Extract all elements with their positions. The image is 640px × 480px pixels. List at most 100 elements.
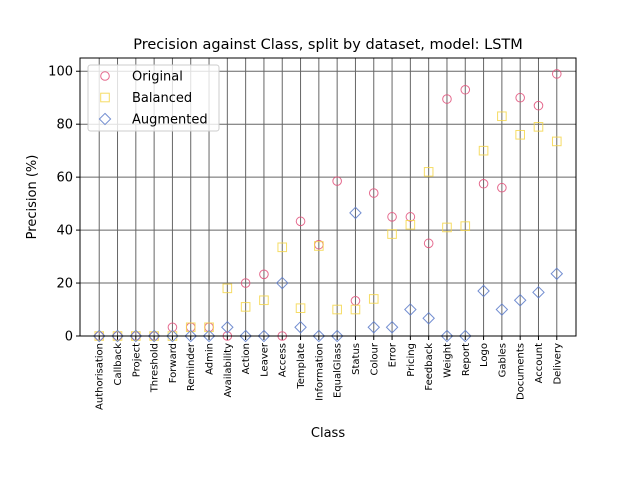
data-point-augmented	[184, 329, 198, 343]
y-tick-label: 0	[65, 330, 73, 345]
x-tick-label: Access	[278, 343, 289, 377]
legend-item-augmented: Augmented	[98, 112, 208, 128]
data-points	[92, 69, 564, 343]
data-point-balanced	[442, 222, 452, 233]
x-tick-label: Status	[351, 343, 362, 375]
data-point-augmented	[147, 329, 161, 343]
legend-label: Balanced	[132, 91, 192, 106]
data-point-original	[533, 100, 544, 111]
y-axis-label: Precision (%)	[25, 155, 40, 240]
data-point-original	[478, 178, 489, 189]
y-tick-label: 40	[56, 224, 73, 239]
x-axis-ticks: Authorisation Callback Project Threshold For…	[95, 336, 563, 410]
y-tick-label: 20	[56, 277, 73, 292]
data-point-augmented	[385, 320, 399, 334]
data-point-balanced	[497, 111, 507, 122]
data-point-augmented	[495, 303, 509, 316]
data-point-balanced	[423, 167, 434, 177]
data-point-augmented	[239, 329, 252, 343]
x-tick-label: Forward	[168, 343, 179, 383]
x-tick-label: Threshold	[150, 343, 161, 393]
y-tick-label: 100	[48, 65, 73, 80]
x-tick-label: Template	[296, 343, 307, 390]
data-point-original	[295, 216, 306, 227]
legend-item-balanced: Balanced	[100, 91, 192, 106]
data-point-original	[368, 188, 379, 198]
data-point-balanced	[332, 304, 342, 315]
x-tick-label: Delivery	[552, 343, 563, 385]
data-point-augmented	[129, 329, 143, 343]
legend: Original Balanced Augmented	[87, 64, 220, 132]
data-point-augmented	[202, 329, 216, 343]
data-point-balanced	[460, 221, 471, 231]
data-point-original	[259, 269, 269, 280]
data-point-augmented	[422, 311, 435, 325]
data-point-augmented	[330, 329, 344, 343]
data-point-balanced	[350, 304, 361, 315]
data-point-balanced	[222, 283, 233, 294]
data-point-augmented	[257, 329, 271, 343]
plot-frame	[79, 57, 577, 337]
x-tick-label: Action	[241, 343, 252, 374]
data-point-original	[423, 238, 434, 249]
series-balanced	[94, 111, 562, 341]
data-point-original	[497, 182, 507, 193]
x-tick-label: Gables	[497, 343, 508, 377]
data-point-balanced	[515, 129, 525, 140]
y-tick-label: 60	[56, 171, 73, 186]
data-point-balanced	[551, 136, 562, 147]
x-axis-label: Class	[311, 426, 345, 441]
data-point-original	[515, 92, 525, 103]
data-point-original	[405, 212, 416, 222]
data-point-balanced	[533, 122, 544, 132]
x-tick-label: Weight	[442, 343, 453, 378]
x-tick-label: Availability	[223, 343, 234, 398]
data-point-augmented	[513, 293, 527, 307]
x-tick-label: Reminder	[186, 342, 197, 391]
legend-label: Augmented	[132, 113, 208, 128]
legend-label: Original	[132, 70, 183, 85]
data-point-augmented	[294, 320, 307, 334]
data-point-augmented	[440, 329, 454, 343]
x-tick-label: Documents	[516, 343, 527, 400]
data-point-balanced	[277, 242, 288, 253]
x-tick-label: Project	[131, 343, 142, 377]
x-tick-label: Report	[461, 343, 472, 376]
data-point-original	[551, 69, 562, 79]
data-point-original	[387, 212, 397, 222]
data-point-balanced	[204, 322, 214, 333]
data-point-augmented	[367, 320, 381, 334]
data-point-balanced	[240, 302, 251, 312]
legend-marker-original	[100, 71, 110, 81]
x-tick-label: Feedback	[424, 343, 435, 391]
x-tick-label: Colour	[369, 342, 380, 375]
y-axis-ticks: 0 20 40 60 80 100	[48, 65, 80, 345]
data-point-balanced	[387, 229, 397, 239]
x-tick-label: Leaver	[259, 342, 270, 377]
data-point-original	[442, 94, 452, 104]
data-point-augmented	[275, 276, 289, 290]
data-point-balanced	[368, 294, 379, 304]
y-tick-label: 80	[56, 118, 73, 133]
x-tick-label: Authorisation	[95, 343, 106, 410]
data-point-augmented	[550, 267, 564, 281]
chart-title: Precision against Class, split by datase…	[133, 37, 523, 53]
x-tick-label: Callback	[113, 343, 124, 386]
data-point-balanced	[259, 295, 269, 306]
data-point-balanced	[405, 220, 416, 230]
x-tick-label: Error	[388, 342, 399, 367]
series-augmented	[92, 206, 564, 343]
data-point-balanced	[295, 303, 306, 313]
data-point-balanced	[185, 322, 196, 333]
data-point-augmented	[349, 206, 362, 220]
x-tick-label: Admin	[205, 343, 216, 375]
x-tick-label: Pricing	[406, 343, 417, 377]
data-point-augmented	[477, 284, 490, 298]
data-point-original	[460, 84, 471, 95]
x-tick-label: Logo	[479, 343, 490, 367]
legend-item-original: Original	[100, 70, 183, 85]
data-point-augmented	[312, 329, 326, 343]
data-point-augmented	[532, 286, 545, 299]
x-tick-label: Account	[534, 343, 545, 383]
legend-marker-augmented	[98, 112, 112, 126]
